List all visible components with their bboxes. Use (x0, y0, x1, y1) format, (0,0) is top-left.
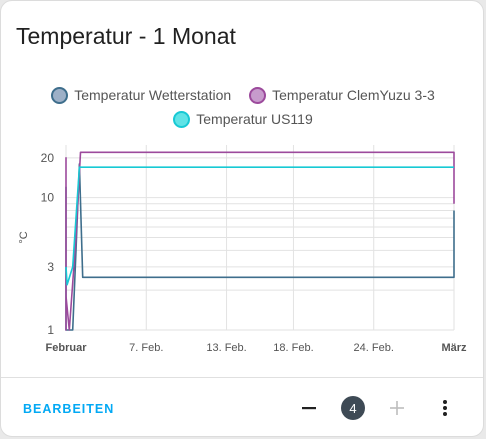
count-badge: 4 (341, 396, 365, 420)
legend-item-us119[interactable]: Temperatur US119 (173, 110, 313, 128)
dots-vertical-icon[interactable] (429, 392, 461, 424)
x-tick-label: 18. Feb. (273, 342, 313, 354)
card-title: Temperatur - 1 Monat (16, 23, 236, 49)
x-tick-label: Februar (46, 342, 88, 354)
legend-label: Temperatur ClemYuzu 3-3 (272, 87, 435, 103)
series-line-1 (65, 151, 455, 331)
series-line-0 (65, 163, 455, 331)
legend-swatch-clemyuzu (249, 86, 267, 104)
legend-item-wetterstation[interactable]: Temperatur Wetterstation (51, 86, 232, 104)
plus-icon[interactable] (381, 392, 413, 424)
legend-label: Temperatur US119 (196, 111, 313, 127)
card-actions: BEARBEITEN 4 (1, 378, 483, 436)
y-tick-label: 3 (47, 260, 54, 274)
legend-row-2: Temperatur US119 (1, 107, 483, 131)
card-size-stepper: 4 (293, 392, 461, 424)
chart-legend: Temperatur Wetterstation Temperatur Clem… (1, 83, 483, 131)
x-tick-label: 7. Feb. (129, 342, 163, 354)
y-tick-label: 10 (41, 191, 55, 205)
x-tick-label: 24. Feb. (354, 342, 394, 354)
card-divider (1, 377, 483, 378)
y-axis-label: °C (18, 231, 30, 243)
series-line-2 (65, 166, 454, 286)
legend-swatch-us119 (173, 110, 191, 128)
legend-swatch-wetterstation (51, 86, 69, 104)
y-tick-label: 20 (41, 151, 55, 165)
x-tick-label: März (441, 342, 467, 354)
edit-button[interactable]: BEARBEITEN (15, 398, 122, 420)
minus-icon[interactable] (293, 392, 325, 424)
legend-row-1: Temperatur Wetterstation Temperatur Clem… (1, 83, 483, 107)
legend-label: Temperatur Wetterstation (74, 87, 232, 103)
temperature-chart[interactable]: 1 3 10 20 °C Februar 7. Feb. 13. Feb. 18. Feb. 24… (1, 137, 484, 369)
x-tick-label: 13. Feb. (206, 342, 246, 354)
legend-item-clemyuzu[interactable]: Temperatur ClemYuzu 3-3 (249, 86, 435, 104)
y-tick-label: 1 (47, 323, 54, 337)
